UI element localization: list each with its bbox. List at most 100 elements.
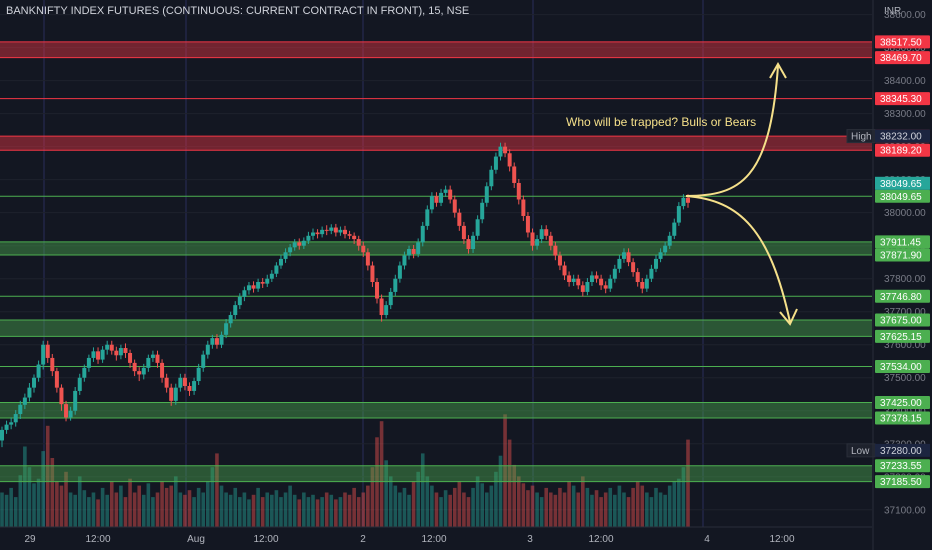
volume-bar	[45, 425, 50, 527]
candle-body	[9, 422, 14, 425]
candle-body	[461, 225, 466, 240]
candle-body	[306, 235, 311, 241]
volume-bar	[677, 478, 681, 527]
volume-bar	[425, 476, 430, 527]
volume-bar	[164, 487, 169, 527]
time-tick-label: 12:00	[253, 534, 278, 545]
volume-bar	[544, 487, 549, 527]
volume-bar	[242, 492, 247, 527]
volume-bar	[375, 437, 379, 527]
volume-bar	[471, 487, 475, 527]
candle-body	[237, 296, 242, 306]
candle-body	[681, 197, 686, 207]
candle-body	[187, 385, 192, 391]
volume-bar	[183, 494, 187, 527]
price-tick-label: 37500.00	[884, 373, 926, 384]
volume-bar	[521, 483, 526, 527]
candle-body	[132, 362, 137, 372]
candle-body	[64, 404, 69, 418]
candle-body	[603, 285, 608, 289]
support-price-tag	[875, 475, 930, 489]
candle-body	[557, 255, 562, 266]
volume-bar	[329, 494, 334, 527]
candle-body	[105, 344, 110, 350]
volume-bar	[558, 487, 562, 527]
support-price-tag	[875, 235, 930, 249]
candle-body	[589, 275, 594, 283]
candle-body	[471, 235, 476, 249]
candle-body	[365, 252, 370, 266]
support-price-tag-text: 37534.00	[880, 362, 922, 373]
volume-bar	[279, 497, 283, 527]
candle-body	[571, 278, 576, 283]
candle-body	[516, 182, 521, 200]
candle-body	[292, 242, 297, 248]
support-price-tag-text: 37746.80	[880, 292, 922, 303]
marker-price-text: 37280.00	[880, 446, 922, 457]
support-price-tag	[875, 396, 930, 410]
candle-body	[621, 252, 626, 259]
marker-price-tag	[875, 443, 930, 457]
candle-body	[480, 202, 485, 220]
volume-bar	[526, 490, 530, 527]
volume-bar	[649, 497, 654, 527]
candle-body	[13, 414, 18, 423]
volume-bar	[270, 494, 274, 527]
marker-label-text: High	[851, 132, 872, 143]
volume-bar	[576, 492, 581, 527]
volume-bar	[324, 492, 329, 527]
candle-body	[219, 334, 224, 345]
candle-body	[86, 357, 91, 368]
price-tick-label: 38400.00	[884, 76, 926, 87]
candle-body	[617, 258, 622, 269]
volume-bar	[388, 476, 393, 527]
candle-body	[553, 245, 558, 256]
candle-body	[4, 424, 9, 430]
candle-body	[626, 252, 631, 263]
volume-bar	[466, 497, 471, 527]
candle-body	[631, 262, 636, 273]
candle-body	[265, 278, 270, 284]
candle-body	[242, 290, 247, 297]
volume-bar	[475, 476, 480, 527]
volume-bar	[484, 492, 489, 527]
volume-bar	[535, 492, 539, 527]
candle-body	[256, 282, 261, 289]
volume-bar	[622, 492, 626, 527]
candle-body	[672, 222, 677, 236]
volume-bar	[228, 494, 233, 527]
candle-body	[411, 248, 416, 254]
candle-body	[320, 229, 325, 235]
candle-body	[457, 212, 462, 226]
volume-bar	[585, 487, 590, 527]
volume-bar	[119, 485, 123, 527]
support-price-tag	[875, 248, 930, 262]
support-price-tag-text: 37425.00	[880, 398, 922, 409]
volume-bar	[206, 481, 210, 527]
volume-bar	[343, 492, 347, 527]
time-tick-label: 12:00	[85, 534, 110, 545]
volume-bar	[256, 487, 260, 527]
candle-body	[182, 377, 187, 386]
support-price-tag	[875, 411, 930, 425]
volume-bar	[494, 471, 498, 527]
price-axis	[873, 0, 932, 550]
volume-bar	[613, 494, 617, 527]
volume-bar	[681, 467, 686, 527]
candle-body	[535, 239, 540, 246]
support-zone	[0, 319, 872, 337]
level-price-tag	[875, 189, 930, 203]
candle-body	[507, 153, 512, 167]
candle-body	[59, 387, 64, 405]
volume-bar	[338, 497, 343, 527]
candle-body	[489, 169, 494, 187]
candle-body	[448, 189, 453, 200]
candle-body	[45, 344, 50, 358]
candle-body	[686, 197, 690, 203]
volume-bar	[192, 497, 196, 527]
volume-bar	[233, 487, 238, 527]
candle-body	[73, 390, 78, 411]
volume-bar	[594, 490, 599, 527]
volume-bar	[306, 497, 311, 527]
